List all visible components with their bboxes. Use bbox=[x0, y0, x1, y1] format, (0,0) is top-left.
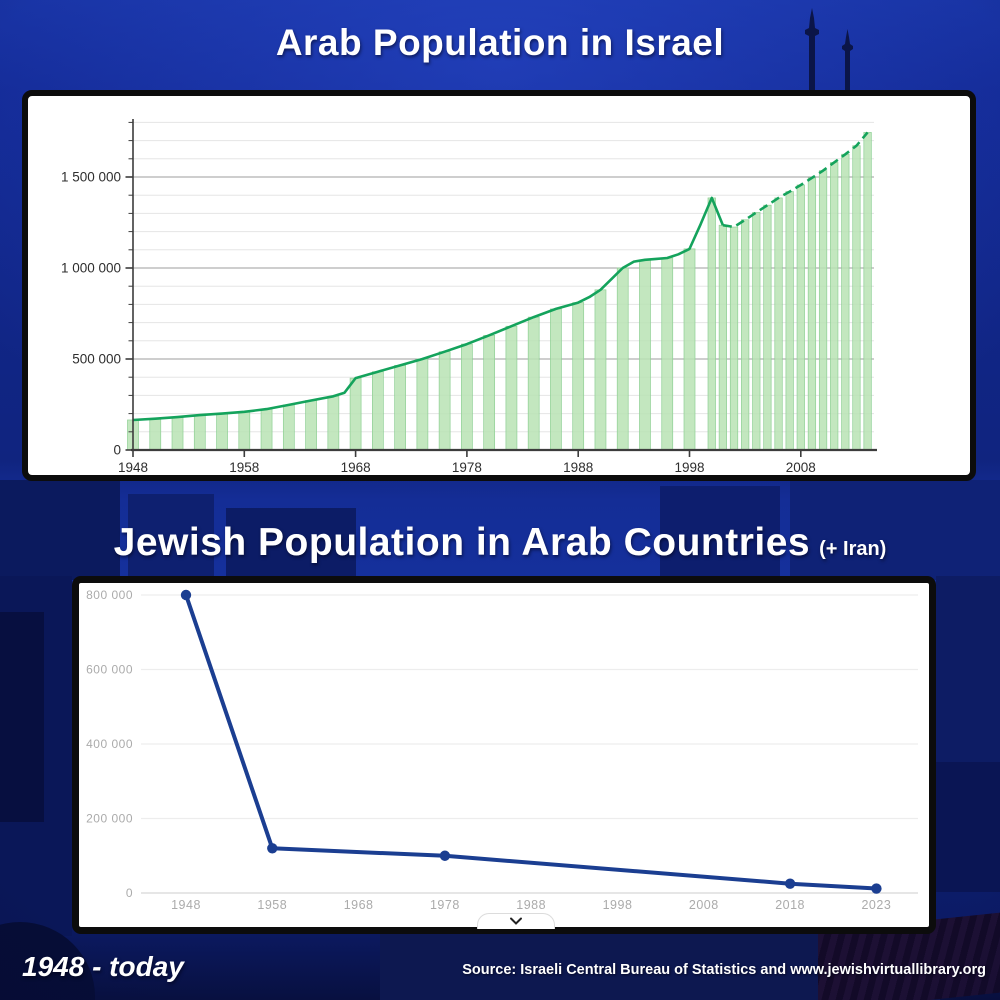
building-silhouette bbox=[936, 762, 1000, 892]
title-arab-population: Arab Population in Israel bbox=[275, 22, 725, 63]
title-jewish-population-main: Jewish Population in Arab Countries bbox=[113, 521, 811, 564]
title-jewish-population-suffix: (+ Iran) bbox=[819, 538, 887, 560]
title-jewish-population: Jewish Population in Arab Countries (+ Ir… bbox=[0, 521, 1000, 565]
chart-card-arab-population bbox=[22, 90, 976, 481]
source-attribution: Source: Israeli Central Bureau of Statis… bbox=[462, 962, 986, 978]
date-range-label: 1948 - today bbox=[22, 951, 184, 982]
building-silhouette bbox=[936, 576, 1000, 766]
building-silhouette bbox=[0, 612, 44, 822]
collapse-chart-tab[interactable] bbox=[477, 913, 555, 929]
chevron-down-icon bbox=[510, 917, 522, 925]
chart-card-jewish-population bbox=[72, 576, 936, 934]
